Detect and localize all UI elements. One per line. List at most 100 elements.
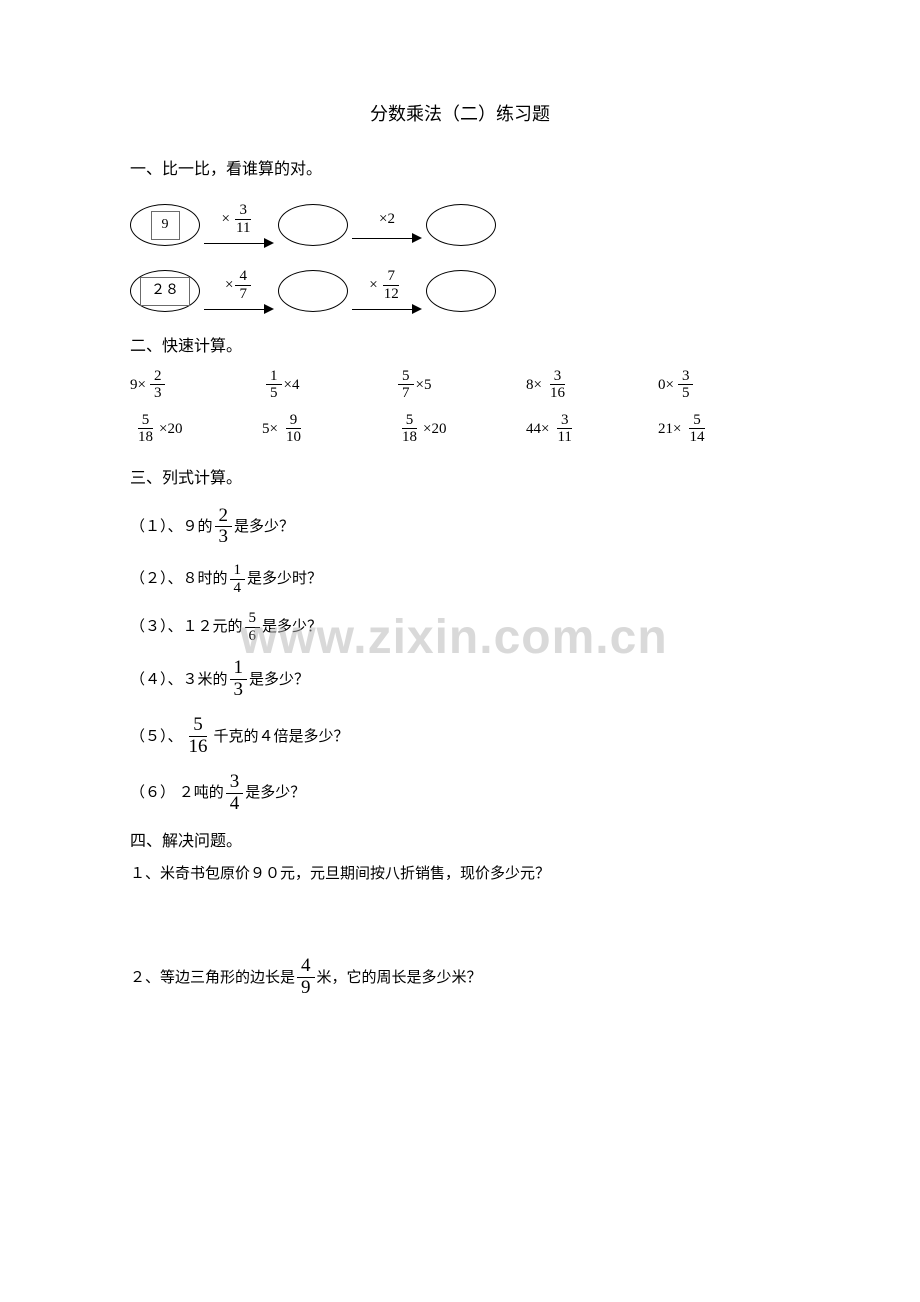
- q1: （１）、９的 2 3 是多少？: [130, 506, 790, 549]
- den: 9: [297, 978, 315, 999]
- section2-header: 二、快速计算。: [130, 334, 790, 360]
- calc-fraction: 23: [150, 368, 166, 402]
- den: 4: [230, 580, 246, 597]
- arrow-section-1b: ×2: [352, 207, 422, 243]
- calc-fraction: 15: [266, 368, 282, 402]
- q-fraction: 2 3: [215, 506, 233, 549]
- calc-post: ×4: [284, 373, 300, 397]
- den: 3: [215, 527, 233, 548]
- num: 1: [230, 658, 248, 680]
- num: 5: [245, 610, 261, 628]
- num: 3: [226, 772, 244, 794]
- calc-pre: 21×: [658, 417, 681, 441]
- den: 5: [266, 385, 282, 402]
- den: 5: [678, 385, 694, 402]
- section4-header: 四、解决问题。: [130, 829, 790, 855]
- calc-item: 518×20: [130, 412, 262, 446]
- calc-item: 518×20: [394, 412, 526, 446]
- oval-start-2: ２８: [130, 270, 200, 312]
- num: 5: [189, 715, 207, 737]
- den: 7: [235, 286, 251, 303]
- diagram-area: 9 × 3 11 ×2 ２８ × 4: [130, 202, 790, 314]
- calc-fraction: 910: [282, 412, 305, 446]
- den: 3: [230, 680, 248, 701]
- den: 10: [282, 429, 305, 446]
- q-post: 是多少时？: [247, 567, 322, 591]
- q-fraction: 5 6: [245, 610, 261, 644]
- calc-fraction: 57: [398, 368, 414, 402]
- num: 3: [550, 368, 566, 386]
- calc-fraction: 514: [685, 412, 708, 446]
- q-post: 是多少？: [234, 515, 294, 539]
- q-post: 是多少？: [249, 668, 309, 692]
- num: 5: [689, 412, 705, 430]
- num: 3: [678, 368, 694, 386]
- word-problem-1: １、米奇书包原价９０元，元旦期间按八折销售，现价多少元？: [130, 862, 790, 886]
- op2-label: ×2: [379, 207, 395, 231]
- calc-post: ×20: [159, 417, 182, 441]
- calc-post: ×20: [423, 417, 446, 441]
- num: 4: [235, 268, 251, 286]
- section3-header: 三、列式计算。: [130, 466, 790, 492]
- calc-pre: 9×: [130, 373, 146, 397]
- p2-fraction: 4 9: [297, 956, 315, 999]
- op-prefix: ×: [369, 273, 377, 297]
- calc-fraction: 316: [546, 368, 569, 402]
- arrow-section-2b: × 7 12: [352, 268, 422, 314]
- q-fraction: 1 3: [230, 658, 248, 701]
- oval-mid-2: [278, 270, 348, 312]
- den: 16: [185, 737, 212, 758]
- diagram-row-1: 9 × 3 11 ×2: [130, 202, 790, 248]
- start-value-1: 9: [151, 211, 180, 239]
- calc-fraction: 35: [678, 368, 694, 402]
- q-fraction: 3 4: [226, 772, 244, 815]
- calc-pre: 5×: [262, 417, 278, 441]
- calc-pre: 8×: [526, 373, 542, 397]
- q4: （４）、３米的 1 3 是多少？: [130, 658, 790, 701]
- q-pre: （５）、: [130, 725, 183, 749]
- calc-fraction: 518: [134, 412, 157, 446]
- q-post: 是多少？: [262, 615, 322, 639]
- den: 11: [553, 429, 575, 446]
- calc-item: 21×514: [658, 412, 790, 446]
- calc-pre: 44×: [526, 417, 549, 441]
- num: 3: [235, 202, 251, 220]
- q3: （３）、１２元的 5 6 是多少？: [130, 610, 790, 644]
- op-prefix: ×: [225, 273, 233, 297]
- den: 18: [134, 429, 157, 446]
- op-prefix: ×: [222, 207, 230, 231]
- num: 5: [398, 368, 414, 386]
- num: 5: [402, 412, 418, 430]
- q-fraction: 1 4: [230, 562, 246, 596]
- calc-item: 5×910: [262, 412, 394, 446]
- q-pre: （４）、３米的: [130, 668, 228, 692]
- calc-item: 0×35: [658, 368, 790, 402]
- q-pre: （６） ２吨的: [130, 781, 224, 805]
- op-fraction: 3 11: [232, 202, 254, 236]
- calc-pre: 0×: [658, 373, 674, 397]
- calc-post: ×5: [416, 373, 432, 397]
- den: 16: [546, 385, 569, 402]
- den: 6: [245, 628, 261, 645]
- diagram-row-2: ２８ × 4 7 × 7 12: [130, 268, 790, 314]
- den: 11: [232, 220, 254, 237]
- section1-header: 一、比一比，看谁算的对。: [130, 157, 790, 183]
- op-fraction: 7 12: [380, 268, 403, 302]
- oval-end-2: [426, 270, 496, 312]
- calc-item: 44× 311: [526, 412, 658, 446]
- num: 1: [266, 368, 282, 386]
- den: 14: [685, 429, 708, 446]
- q-fraction: 5 16: [185, 715, 212, 758]
- page-title: 分数乘法（二）练习题: [130, 100, 790, 129]
- num: 3: [557, 412, 573, 430]
- calc-item: 8×316: [526, 368, 658, 402]
- den: 4: [226, 794, 244, 815]
- calc-item: 15×4: [262, 368, 394, 402]
- p2-pre: ２、等边三角形的边长是: [130, 966, 295, 990]
- calc-item: 9×23: [130, 368, 262, 402]
- q-post: 千克的４倍是多少？: [214, 725, 349, 749]
- oval-start-1: 9: [130, 204, 200, 246]
- num: 5: [138, 412, 154, 430]
- q-pre: （２）、８时的: [130, 567, 228, 591]
- num: 2: [215, 506, 233, 528]
